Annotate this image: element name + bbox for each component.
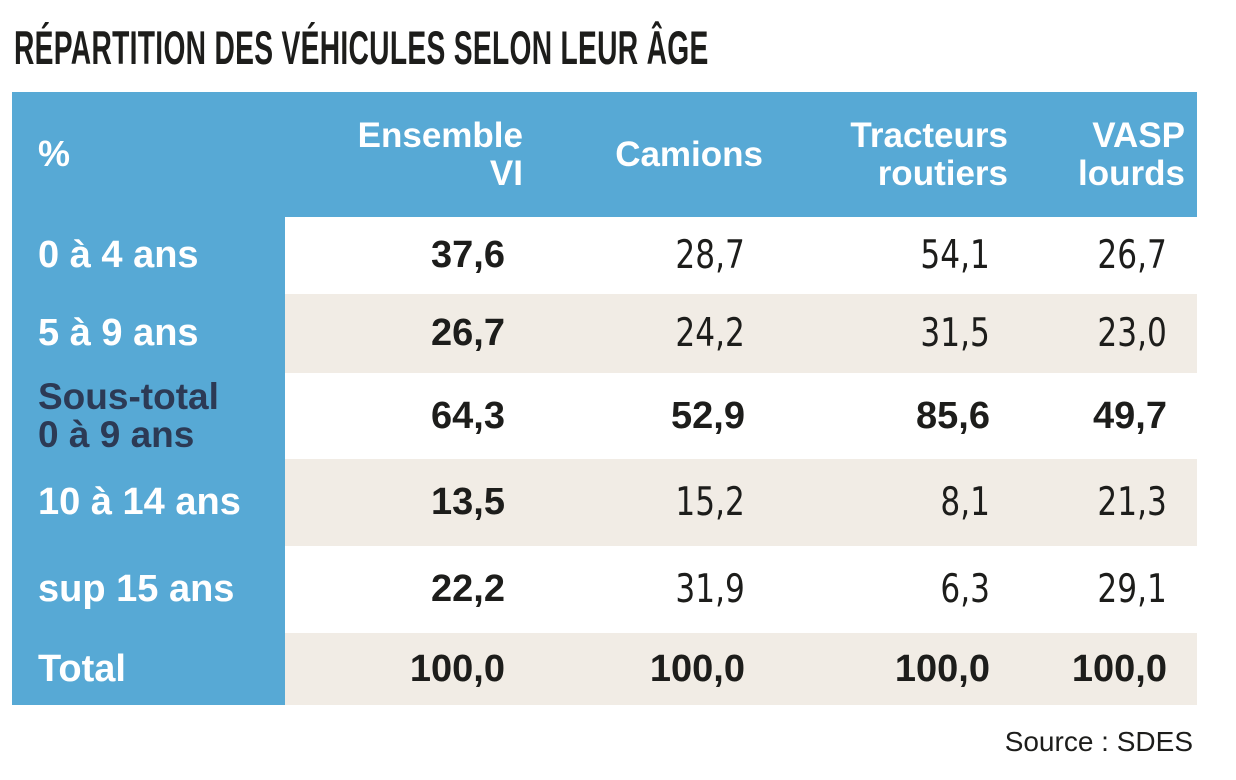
header-line: lourds (1078, 153, 1185, 193)
table-row-5-9-ans: 5 à 9 ans 26,7 24,2 31,5 23,0 (12, 294, 1197, 373)
header-line: VASP (1092, 115, 1185, 155)
value-cell: 13,5 (285, 459, 535, 546)
header-line: Camions (615, 134, 763, 174)
value-cell: 64,3 (285, 373, 535, 459)
header-line: Ensemble (357, 115, 523, 155)
table-row-0-4-ans: 0 à 4 ans 37,6 28,7 54,1 26,7 (12, 217, 1197, 294)
value-cell: 6,3 (775, 546, 1020, 633)
table-row-10-14-ans: 10 à 14 ans 13,5 15,2 8,1 21,3 (12, 459, 1197, 546)
row-label: 10 à 14 ans (12, 459, 285, 546)
table-row-sup-15-ans: sup 15 ans 22,2 31,9 6,3 29,1 (12, 546, 1197, 633)
value-cell: 26,7 (1020, 217, 1197, 294)
vehicle-age-table: % Ensemble VI Camions Tracteurs routiers… (12, 92, 1197, 705)
value-cell: 29,1 (1020, 546, 1197, 633)
header-row: % Ensemble VI Camions Tracteurs routiers… (12, 92, 1197, 217)
source-note: Source : SDES (1004, 726, 1193, 757)
value-cell: 21,3 (1020, 459, 1197, 546)
percent-header-label: % (38, 133, 71, 175)
value-cell: 54,1 (775, 217, 1020, 294)
row-label: sup 15 ans (12, 546, 285, 633)
page-title: RÉPARTITION DES VÉHICULES SELON LEUR ÂGE (14, 21, 709, 74)
value-cell: 100,0 (535, 633, 775, 705)
row-label: 5 à 9 ans (12, 294, 285, 373)
value-cell: 31,9 (535, 546, 775, 633)
value-cell: 31,5 (775, 294, 1020, 373)
value-cell: 100,0 (1020, 633, 1197, 705)
value-cell: 49,7 (1020, 373, 1197, 459)
value-cell: 28,7 (535, 217, 775, 294)
header-cell-ensemble-vi: Ensemble VI (285, 92, 535, 217)
value-cell: 23,0 (1020, 294, 1197, 373)
value-cell: 22,2 (285, 546, 535, 633)
row-label-total: Total (12, 633, 285, 705)
value-cell: 85,6 (775, 373, 1020, 459)
value-cell: 26,7 (285, 294, 535, 373)
row-label: 0 à 4 ans (12, 217, 285, 294)
value-cell: 100,0 (775, 633, 1020, 705)
header-cell-vasp-lourds: VASP lourds (1020, 92, 1197, 217)
value-cell: 15,2 (535, 459, 775, 546)
table-row-sous-total-0-9-ans: Sous-total 0 à 9 ans 64,3 52,9 85,6 49,7 (12, 373, 1197, 459)
header-line: routiers (877, 153, 1008, 193)
row-label-subtotal: Sous-total 0 à 9 ans (12, 373, 285, 459)
header-cell-tracteurs-routiers: Tracteurs routiers (775, 92, 1020, 217)
header-cell-camions: Camions (535, 92, 775, 217)
value-cell: 100,0 (285, 633, 535, 705)
value-cell: 52,9 (535, 373, 775, 459)
header-line: Tracteurs (850, 115, 1008, 155)
value-cell: 24,2 (535, 294, 775, 373)
header-line: VI (489, 153, 523, 193)
value-cell: 8,1 (775, 459, 1020, 546)
header-cell-percent: % (12, 92, 285, 217)
value-cell: 37,6 (285, 217, 535, 294)
table-row-total: Total 100,0 100,0 100,0 100,0 (12, 633, 1197, 705)
